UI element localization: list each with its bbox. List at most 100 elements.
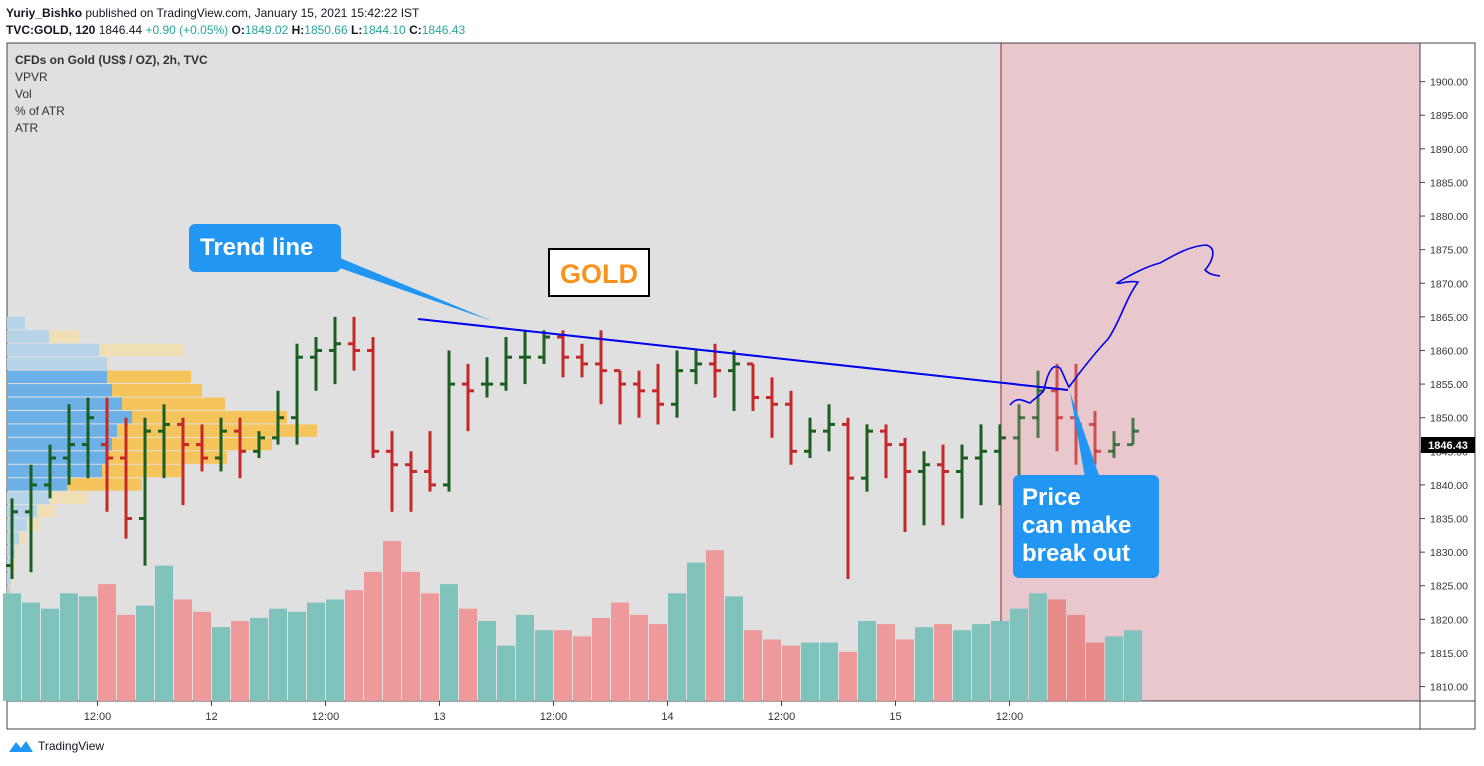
y-tick-label: 1875.00	[1430, 245, 1468, 257]
tradingview-footer[interactable]: TradingView	[8, 739, 104, 753]
profile-sell-bar	[112, 384, 202, 397]
x-tick-label: 15	[889, 711, 901, 723]
price-callout-line3: break out	[1022, 540, 1130, 567]
legend-atr: ATR	[15, 121, 38, 135]
profile-buy-bar	[7, 451, 107, 464]
volume-bar	[250, 617, 268, 701]
profile-sell-bar	[27, 518, 39, 531]
price-callout-line1: Price	[1022, 484, 1081, 511]
price-change: +0.90 (+0.05%)	[145, 23, 229, 37]
y-tick-label: 1820.00	[1430, 614, 1468, 626]
profile-buy-bar	[7, 397, 122, 410]
current-price-text: 1846.43	[1428, 440, 1468, 452]
y-tick-label: 1830.00	[1430, 547, 1468, 559]
y-tick-label: 1895.00	[1430, 110, 1468, 122]
volume-bar	[934, 624, 952, 701]
profile-sell-bar	[99, 343, 184, 357]
volume-bar	[915, 627, 933, 701]
high-value: 1850.66	[304, 23, 348, 37]
breakout-drawing[interactable]	[1009, 244, 1221, 406]
y-tick-label: 1865.00	[1430, 312, 1468, 324]
trend-callout-text: Trend line	[200, 234, 313, 261]
profile-buy-bar	[7, 518, 27, 531]
trend-callout[interactable]: Trend line	[189, 224, 492, 321]
profile-sell-bar	[122, 397, 225, 410]
y-tick-label: 1870.00	[1430, 278, 1468, 290]
x-tick-label: 14	[661, 711, 673, 723]
volume-bar	[573, 636, 591, 701]
gold-label-box[interactable]: GOLD	[548, 248, 650, 297]
trend-line[interactable]	[417, 318, 1069, 391]
volume-bar	[326, 599, 344, 701]
volume-bar	[231, 621, 249, 701]
author-name[interactable]: Yuriy_Bishko	[6, 6, 83, 20]
legend-vpvr: VPVR	[15, 70, 48, 84]
volume-bar	[174, 599, 192, 701]
current-price-tag: 1846.43	[1421, 437, 1475, 453]
volume-bar	[554, 630, 572, 701]
volume-bar	[364, 571, 382, 701]
x-tick-label: 12:00	[312, 711, 340, 723]
profile-buy-bar	[7, 343, 99, 357]
volume-bar	[896, 639, 914, 701]
y-tick-label: 1900.00	[1430, 77, 1468, 89]
profile-sell-bar	[112, 437, 272, 451]
volume-bar	[782, 645, 800, 701]
volume-bar	[307, 602, 325, 701]
volume-bars	[3, 541, 1142, 701]
volume-bar	[706, 550, 724, 701]
y-tick-label: 1885.00	[1430, 177, 1468, 189]
volume-bar	[839, 651, 857, 701]
profile-sell-bar	[49, 330, 79, 343]
tradingview-logo-icon	[9, 741, 33, 752]
volume-bar	[497, 645, 515, 701]
volume-bar	[288, 611, 306, 701]
volume-bar	[1048, 599, 1066, 701]
symbol-label: TVC:GOLD, 120	[6, 23, 96, 37]
open-value: 1849.02	[244, 23, 289, 37]
volume-bar	[1086, 642, 1104, 701]
gold-label-text: GOLD	[560, 259, 638, 289]
y-tick-label: 1855.00	[1430, 379, 1468, 391]
volume-bar	[1010, 608, 1028, 701]
profile-buy-bar	[7, 384, 112, 397]
symbol-info: TVC:GOLD, 120 1846.44 +0.90 (+0.05%) O:1…	[6, 23, 465, 37]
tradingview-brand: TradingView	[38, 739, 105, 753]
y-tick-label: 1810.00	[1430, 682, 1468, 694]
volume-bar	[478, 621, 496, 701]
profile-buy-bar	[7, 330, 49, 343]
publish-info: Yuriy_Bishko published on TradingView.co…	[6, 6, 419, 20]
volume-bar	[459, 608, 477, 701]
volume-bar	[535, 630, 553, 701]
volume-bar	[611, 602, 629, 701]
volume-bar	[877, 624, 895, 701]
price-bars	[6, 316, 1139, 580]
volume-bar	[3, 593, 21, 701]
x-tick-label: 13	[433, 711, 445, 723]
profile-sell-bar	[107, 357, 109, 370]
volume-bar	[269, 608, 287, 701]
profile-sell-bar	[15, 545, 18, 558]
price-callout[interactable]: Price can make break out	[1013, 392, 1159, 578]
time-axis: 12:00 12 12:00 13 12:00 14 12:00 15 12:00	[84, 701, 1023, 723]
legend-atr-pct: % of ATR	[15, 104, 65, 118]
volume-bar	[41, 608, 59, 701]
close-value: 1846.43	[421, 23, 466, 37]
profile-buy-bar	[7, 424, 117, 437]
volume-bar	[630, 614, 648, 701]
low-label: L:	[351, 23, 363, 37]
volume-bar	[725, 596, 743, 701]
profile-sell-bar	[19, 531, 25, 545]
volume-bar	[345, 590, 363, 701]
y-tick-label: 1890.00	[1430, 144, 1468, 156]
profile-sell-bar	[117, 424, 317, 437]
legend-main: CFDs on Gold (US$ / OZ), 2h, TVC	[15, 53, 208, 67]
volume-bar	[383, 541, 401, 701]
volume-bar	[991, 621, 1009, 701]
volume-bar	[155, 565, 173, 701]
volume-bar	[22, 602, 40, 701]
legend-vol: Vol	[15, 87, 32, 101]
volume-bar	[136, 605, 154, 701]
profile-buy-bar	[7, 316, 25, 330]
